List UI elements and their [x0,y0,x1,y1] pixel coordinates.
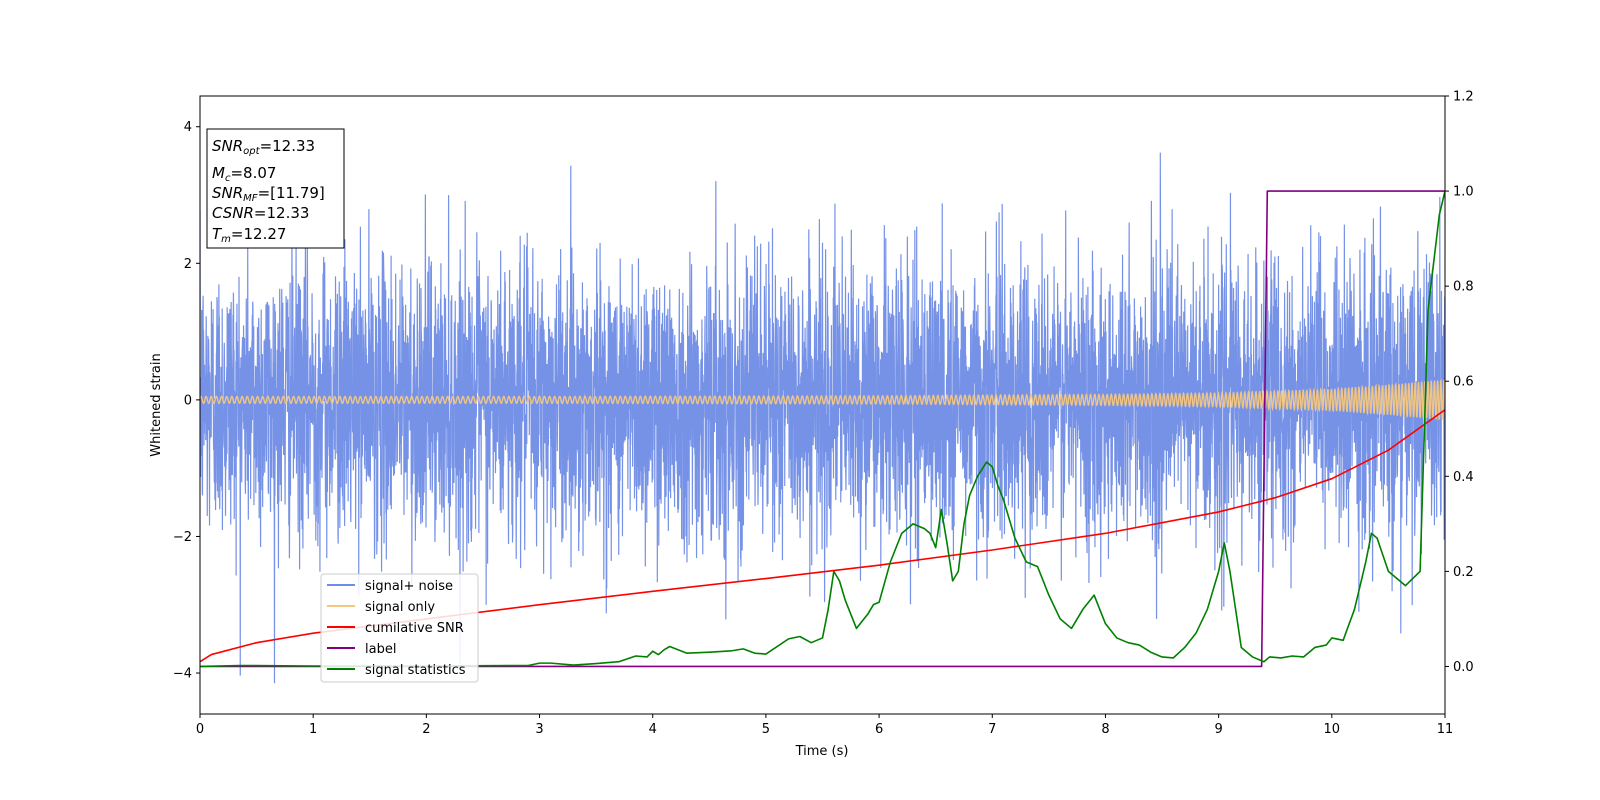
signal-only-series [200,378,1445,421]
x-tick-label: 6 [875,722,883,737]
cumulative-snr-line [200,409,1445,663]
x-tick-label: 7 [988,722,996,737]
y-tick-label: 4 [184,120,192,135]
y-tick-label: −4 [173,667,192,682]
x-tick-label: 1 [309,722,317,737]
y2-tick-label: 1.0 [1453,185,1474,200]
stat-tm: Tm=12.27 [212,225,286,245]
stats-box-frame [206,128,345,249]
x-axis-label: Time (s) [795,744,849,759]
label-line [200,190,1445,668]
legend: signal+ noise signal only cumilative SNR… [320,573,479,683]
x-tick-label: 11 [1437,722,1454,737]
y2-axis-ticks: 0.0 0.2 0.4 0.6 0.8 1.0 1.2 [1445,90,1474,675]
legend-label-signal-only: signal only [365,600,435,615]
x-tick-label: 5 [762,722,770,737]
stat-snr-mf: SNRMF=[11.79] [212,184,325,204]
right-axis-series [200,190,1445,668]
y2-tick-label: 1.2 [1453,90,1474,105]
y2-tick-label: 0.2 [1453,565,1474,580]
y-tick-label: −2 [173,530,192,545]
x-tick-label: 9 [1214,722,1222,737]
stats-box: SNRopt=12.33 Mc=8.07 SNRMF=[11.79] CSNR=… [206,128,345,249]
x-tick-label: 8 [1101,722,1109,737]
x-axis-ticks: 0 1 2 3 4 5 6 7 8 9 10 11 [196,714,1453,737]
stat-snr-opt: SNRopt=12.33 [212,137,315,157]
x-tick-label: 2 [422,722,430,737]
signal-noise-series [200,152,1445,684]
signal-noise-line [200,152,1445,684]
x-tick-label: 4 [649,722,657,737]
y2-tick-label: 0.4 [1453,470,1474,485]
y2-tick-label: 0.6 [1453,375,1474,390]
legend-label-signal-statistics: signal statistics [365,663,466,678]
x-tick-label: 10 [1324,722,1341,737]
legend-label-signal-noise: signal+ noise [365,579,453,594]
plot-frame [199,95,1446,715]
legend-label-cumulative-snr: cumilative SNR [365,621,464,636]
y2-tick-label: 0.0 [1453,660,1474,675]
y2-tick-label: 0.8 [1453,280,1474,295]
legend-frame [320,573,479,683]
y-tick-label: 2 [184,257,192,272]
signal-statistics-line [200,190,1445,668]
x-tick-label: 0 [196,722,204,737]
y-axis-label: Whitened strain [149,353,164,456]
legend-label-label: label [365,642,396,657]
stat-mc: Mc=8.07 [212,164,276,184]
signal-only-line [200,378,1445,421]
stat-csnr: CSNR=12.33 [212,204,309,222]
y-tick-label: 0 [184,393,192,408]
y-axis-ticks: −4 −2 0 2 4 [173,120,200,682]
x-tick-label: 3 [535,722,543,737]
